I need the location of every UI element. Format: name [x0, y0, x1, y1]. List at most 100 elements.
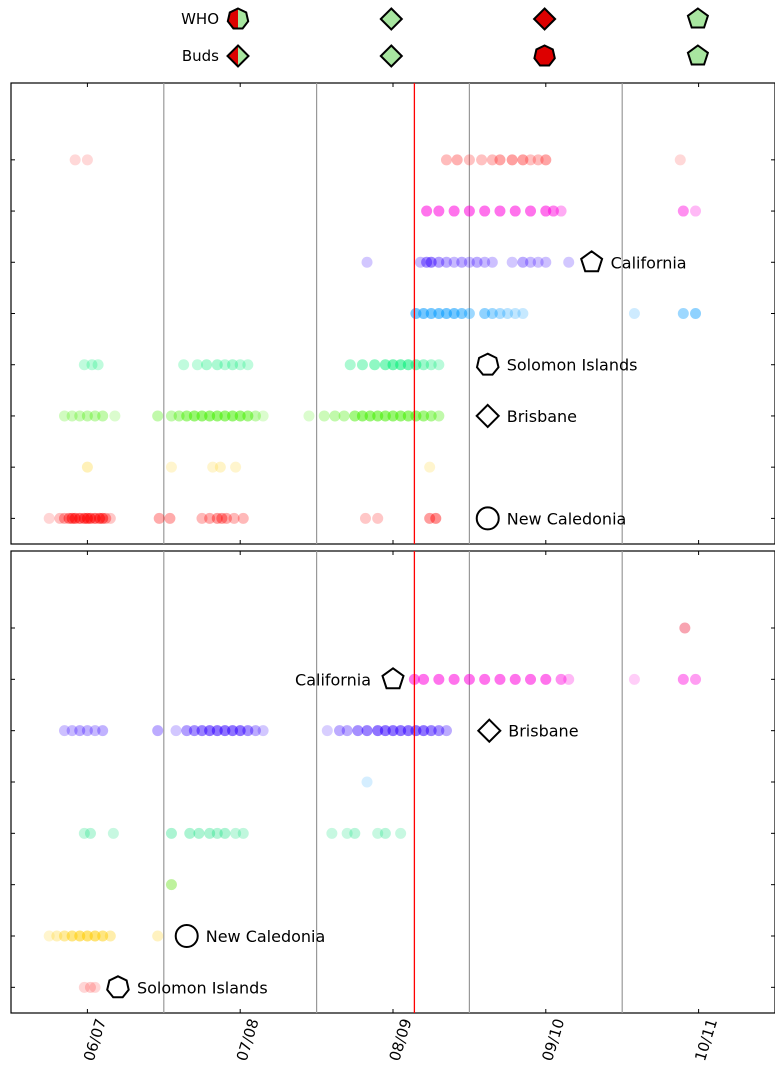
data-point — [456, 308, 468, 319]
data-point — [463, 154, 475, 166]
data-point — [356, 359, 368, 371]
data-point — [81, 930, 93, 942]
data-point — [448, 673, 460, 685]
data-point — [81, 410, 93, 422]
data-point — [547, 205, 559, 217]
data-point — [425, 725, 437, 737]
data-point — [395, 827, 407, 839]
data-point — [43, 930, 55, 942]
data-point — [690, 308, 702, 319]
data-point — [471, 256, 483, 268]
data-point — [402, 359, 414, 371]
data-point — [66, 930, 78, 942]
data-point — [628, 673, 640, 685]
data-point — [178, 359, 190, 371]
data-point — [433, 308, 445, 319]
data-point — [97, 512, 109, 524]
data-point — [100, 512, 112, 524]
data-point — [479, 205, 491, 217]
data-point — [242, 410, 254, 422]
data-point — [402, 725, 414, 737]
legend-marker-pentagon — [686, 44, 710, 66]
data-point — [424, 461, 436, 473]
data-point — [165, 410, 177, 422]
data-point — [424, 512, 436, 524]
data-point — [211, 512, 223, 524]
annotation-label: New Caledonia — [206, 927, 326, 946]
data-point — [509, 673, 521, 685]
data-point — [372, 512, 384, 524]
data-point — [81, 725, 93, 737]
data-point — [532, 256, 544, 268]
data-point — [97, 410, 109, 422]
data-point — [679, 622, 691, 634]
data-point — [433, 256, 445, 268]
data-point — [165, 461, 177, 473]
data-point — [338, 410, 350, 422]
data-point — [448, 308, 460, 319]
annotation-california: California — [295, 667, 405, 689]
data-point — [421, 205, 433, 217]
series-row-3 — [78, 827, 407, 839]
data-point — [43, 512, 55, 524]
data-point — [418, 308, 430, 319]
data-point — [430, 512, 442, 524]
data-point — [219, 827, 231, 839]
data-point — [540, 673, 552, 685]
data-point — [517, 308, 529, 319]
data-point — [361, 256, 373, 268]
data-point — [486, 256, 498, 268]
data-point — [410, 410, 422, 422]
x-tick-label: 08/09 — [386, 1017, 416, 1064]
data-point — [227, 410, 239, 422]
data-point — [387, 410, 399, 422]
data-point — [191, 359, 203, 371]
data-point — [349, 410, 361, 422]
legend-label: WHO — [181, 10, 219, 28]
data-point — [372, 725, 384, 737]
data-point — [165, 879, 177, 891]
data-point — [451, 154, 463, 166]
data-point — [219, 725, 231, 737]
legend-marker-heptagon — [533, 44, 556, 67]
legend-label: Buds — [182, 47, 219, 65]
data-point — [230, 827, 242, 839]
data-point — [352, 725, 364, 737]
data-point — [628, 308, 640, 319]
data-point — [92, 359, 104, 371]
annotation-california: California — [580, 250, 687, 272]
annotation-label: New Caledonia — [507, 509, 627, 528]
data-point — [196, 725, 208, 737]
data-point — [433, 205, 445, 217]
series-row-1 — [81, 461, 436, 473]
data-point — [234, 410, 246, 422]
data-point — [494, 673, 506, 685]
data-point — [104, 930, 116, 942]
data-point — [415, 256, 427, 268]
legend-marker-diamond — [532, 7, 557, 31]
data-point — [410, 359, 422, 371]
data-point — [677, 673, 689, 685]
data-point — [486, 154, 498, 166]
data-point — [433, 410, 445, 422]
data-point — [494, 308, 506, 319]
data-point — [84, 827, 96, 839]
data-point — [81, 154, 93, 166]
data-point — [361, 725, 373, 737]
legend-marker-pentagon — [686, 7, 710, 29]
data-point — [410, 308, 422, 319]
data-point — [372, 410, 384, 422]
data-point — [58, 930, 70, 942]
data-point — [421, 256, 433, 268]
data-point — [234, 359, 246, 371]
data-point — [201, 359, 213, 371]
data-point — [517, 256, 529, 268]
data-point — [494, 205, 506, 217]
data-point — [165, 827, 177, 839]
data-point — [107, 827, 119, 839]
data-point — [228, 512, 240, 524]
series-row-0 — [78, 981, 101, 993]
data-point — [89, 410, 101, 422]
annotation-label: Solomon Islands — [507, 356, 638, 375]
data-point — [170, 725, 182, 737]
